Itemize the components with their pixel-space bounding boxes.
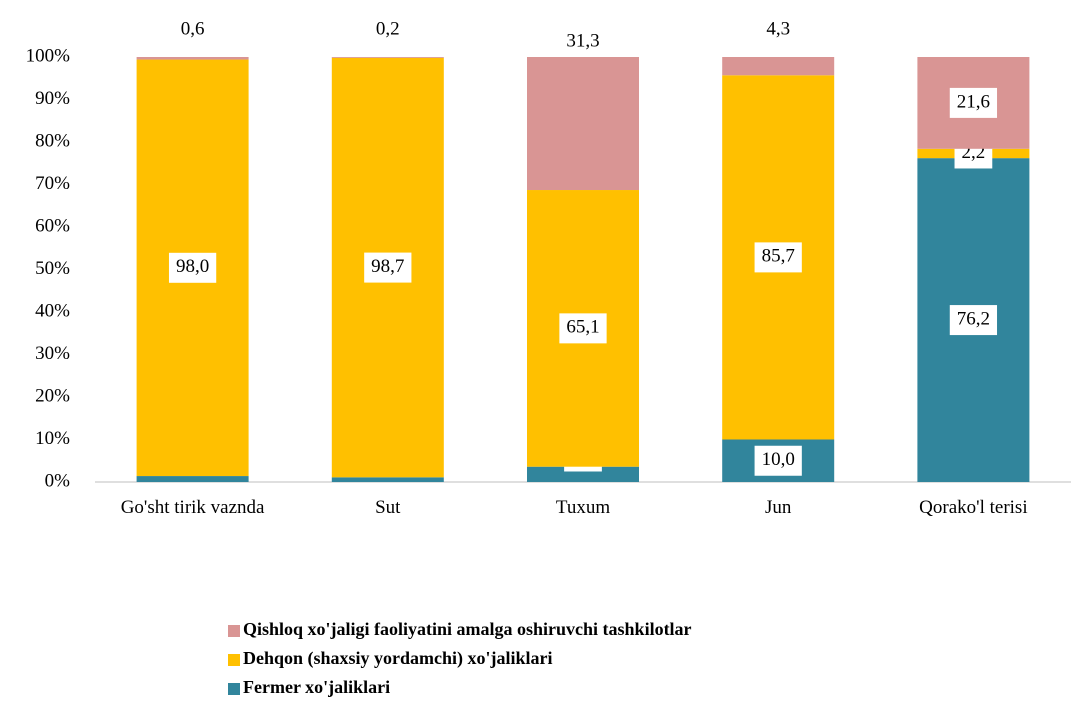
data-label: 85,7 xyxy=(754,242,802,273)
data-label-text: 98,7 xyxy=(371,256,404,277)
x-tick-label: Jun xyxy=(764,497,792,518)
y-tick-label: 90% xyxy=(35,88,70,109)
x-tick-label: Qorako'l terisi xyxy=(919,497,1028,518)
bar-segment xyxy=(722,57,835,76)
x-tick-label-box: Jun xyxy=(764,497,792,518)
data-label-text: 85,7 xyxy=(762,246,795,267)
y-tick-label: 30% xyxy=(35,343,70,364)
y-tick-label: 100% xyxy=(26,45,71,66)
data-label-box xyxy=(754,242,802,273)
y-tick-label: 50% xyxy=(35,258,70,279)
bar-segment xyxy=(136,476,249,482)
data-label-box xyxy=(759,15,798,45)
legend-label: Fermer xo'jaliklari xyxy=(243,677,390,697)
data-label-text: 65,1 xyxy=(566,317,599,338)
x-tick-label: Tuxum xyxy=(555,497,611,518)
data-label: 4,3 xyxy=(759,15,798,45)
x-tick-label-box: Go'sht tirik vaznda xyxy=(120,497,265,518)
legend-swatch xyxy=(228,625,240,637)
data-label: 0,6 xyxy=(173,15,212,45)
data-label: 76,2 xyxy=(949,305,998,336)
data-label-box xyxy=(364,252,412,283)
legend-swatch xyxy=(228,683,240,695)
legend-swatch xyxy=(228,654,240,666)
data-label-box xyxy=(949,305,998,336)
y-tick-label: 20% xyxy=(35,385,70,406)
x-tick-label-box: Tuxum xyxy=(555,497,611,518)
y-tick-label: 70% xyxy=(35,173,70,194)
bar-segment xyxy=(331,57,444,58)
data-label-box xyxy=(559,313,607,344)
data-label-box xyxy=(754,445,802,476)
data-label: 10,0 xyxy=(754,445,802,476)
x-tick-label: Sut xyxy=(375,497,401,518)
x-tick-label-box: Sut xyxy=(375,497,401,518)
y-tick-label: 0% xyxy=(45,470,71,491)
data-label-text: 76,2 xyxy=(957,308,990,329)
data-label-box xyxy=(173,15,212,45)
legend-label: Dehqon (shaxsiy yordamchi) xo'jaliklari xyxy=(243,648,553,669)
data-label-box xyxy=(949,87,998,118)
data-label: 65,1 xyxy=(559,313,607,344)
bar-segment xyxy=(527,57,639,191)
bar-segment xyxy=(527,466,639,482)
data-label: 0,2 xyxy=(368,15,407,45)
x-tick-label: Go'sht tirik vaznda xyxy=(120,497,265,518)
bar-segment xyxy=(331,477,444,482)
y-tick-label: 60% xyxy=(35,215,70,236)
data-label-text: 0,6 xyxy=(181,18,205,39)
data-label: 98,0 xyxy=(168,252,217,283)
y-tick-label: 10% xyxy=(35,428,70,449)
data-label-box xyxy=(559,27,607,57)
data-label: 21,6 xyxy=(949,87,998,118)
x-tick-label-box: Qorako'l terisi xyxy=(919,497,1028,518)
bar-segment xyxy=(136,57,249,60)
data-label-box xyxy=(168,252,217,283)
legend-label: Qishloq xo'jaligi faoliyatini amalga osh… xyxy=(243,619,692,639)
data-label-text: 10,0 xyxy=(762,449,795,470)
data-label-text: 31,3 xyxy=(566,30,599,51)
data-label-text: 4,3 xyxy=(766,18,790,39)
legend: Qishloq xo'jaligi faoliyatini amalga osh… xyxy=(228,619,692,697)
data-label-text: 21,6 xyxy=(957,91,990,112)
data-label: 98,7 xyxy=(364,252,412,283)
data-label-box xyxy=(368,15,407,45)
data-label: 31,3 xyxy=(559,27,607,57)
y-tick-label: 40% xyxy=(35,300,70,321)
y-tick-label: 80% xyxy=(35,130,70,151)
data-label-text: 0,2 xyxy=(376,18,400,39)
data-label-text: 98,0 xyxy=(176,256,209,277)
